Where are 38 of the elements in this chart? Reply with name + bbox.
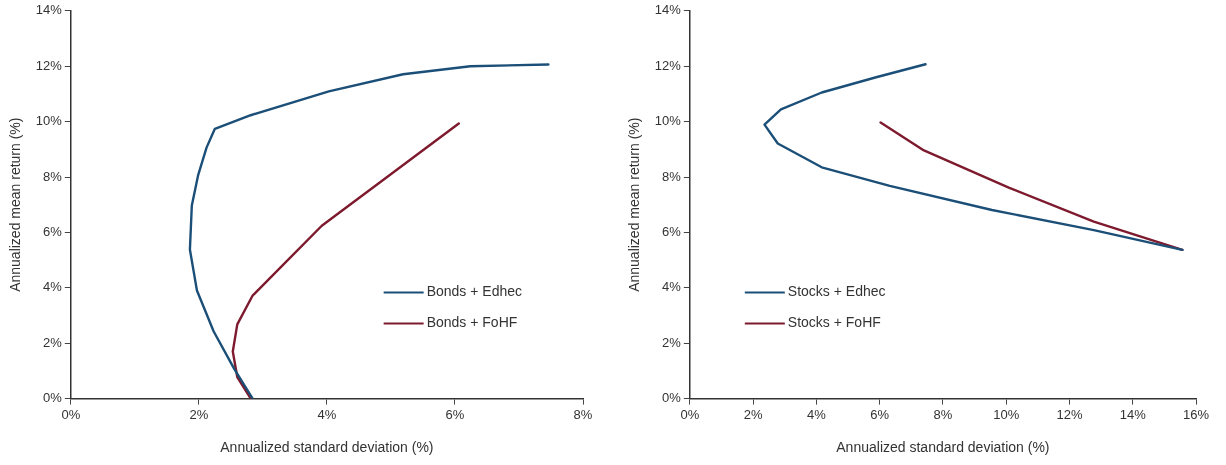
- y-tick-label: 0%: [662, 390, 682, 406]
- x-tick-label: 8%: [573, 406, 593, 422]
- y-tick-label: 2%: [662, 334, 682, 350]
- x-tick-label: 6%: [870, 406, 890, 422]
- x-tick-label: 12%: [1056, 406, 1083, 422]
- y-tick-label: 2%: [43, 334, 63, 350]
- x-tick-label: 4%: [317, 406, 337, 422]
- x-tick-label: 0%: [680, 406, 700, 422]
- x-tick-label: 6%: [445, 406, 465, 422]
- y-tick-label: 4%: [662, 279, 682, 295]
- x-tick-label: 14%: [1119, 406, 1147, 422]
- x-tick-label: 0%: [61, 406, 81, 422]
- x-tick-label: 4%: [806, 406, 827, 422]
- y-tick-label: 10%: [35, 113, 63, 129]
- x-tick-label: 16%: [1182, 406, 1210, 422]
- legend-label: Stocks + Edhec: [787, 283, 886, 300]
- y-tick-label: 6%: [43, 223, 63, 239]
- legend-label: Bonds + Edhec: [426, 283, 523, 300]
- y-axis-title: Annualized mean return (%): [7, 117, 24, 292]
- y-tick-label: 8%: [43, 168, 63, 184]
- x-axis-title: Annualized standard deviation (%): [220, 439, 434, 456]
- y-tick-label: 10%: [654, 113, 682, 129]
- y-tick-label: 12%: [35, 57, 63, 73]
- y-tick-label: 14%: [35, 2, 63, 18]
- x-tick-label: 8%: [933, 406, 953, 422]
- legend-label: Stocks + FoHF: [787, 314, 881, 331]
- y-tick-label: 6%: [662, 223, 682, 239]
- x-tick-label: 10%: [993, 406, 1020, 422]
- y-axis-title: Annualized mean return (%): [626, 117, 643, 292]
- y-tick-label: 4%: [43, 279, 63, 295]
- y-tick-label: 8%: [662, 168, 682, 184]
- y-tick-label: 0%: [43, 390, 63, 406]
- legend-label: Bonds + FoHF: [426, 314, 518, 331]
- x-axis-title: Annualized standard deviation (%): [836, 439, 1050, 456]
- y-tick-label: 14%: [654, 2, 682, 18]
- x-tick-label: 2%: [743, 406, 763, 422]
- y-tick-label: 12%: [654, 57, 682, 73]
- x-tick-label: 2%: [189, 406, 209, 422]
